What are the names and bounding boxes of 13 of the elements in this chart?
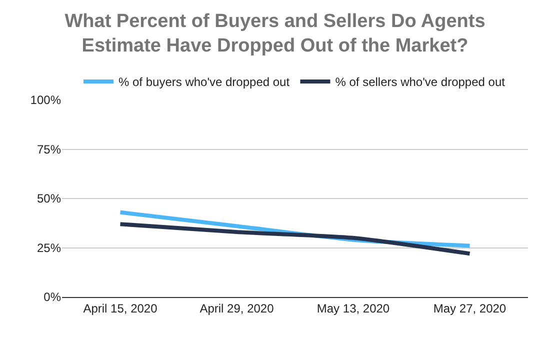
y-tick-label: 100% <box>30 93 62 108</box>
line-series <box>118 222 472 256</box>
x-tick-label: May 27, 2020 <box>433 301 506 316</box>
x-tick-label: April 29, 2020 <box>200 301 274 316</box>
y-tick-label: 50% <box>36 192 62 206</box>
y-tick-label: 25% <box>36 240 62 255</box>
chart-title: What Percent of Buyers and Sellers Do Agents Estimate Have Dropped Out of the Market? <box>64 10 486 57</box>
legend-label: % of buyers who've dropped out <box>118 75 290 90</box>
legend-label: % of sellers who've dropped out <box>335 75 506 90</box>
x-tick-label: April 15, 2020 <box>83 301 158 316</box>
y-tick-label: 0% <box>44 290 62 304</box>
y-tick-label: 75% <box>36 142 62 156</box>
x-tick-label: May 13, 2020 <box>316 301 390 316</box>
